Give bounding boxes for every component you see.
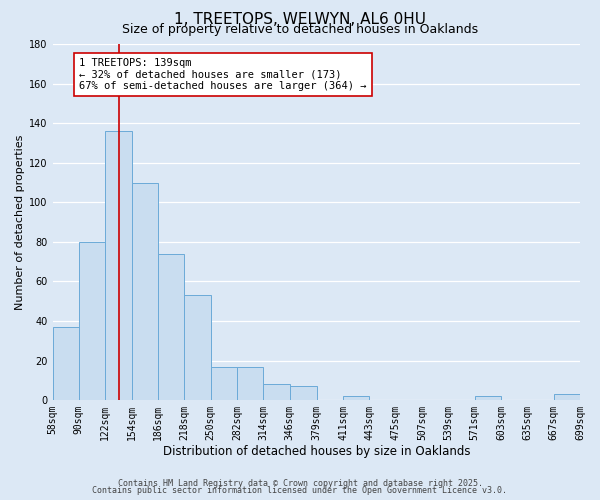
Bar — [290, 386, 317, 400]
Text: Contains public sector information licensed under the Open Government Licence v3: Contains public sector information licen… — [92, 486, 508, 495]
Bar — [237, 366, 263, 400]
Bar — [554, 394, 580, 400]
Bar — [131, 182, 158, 400]
Bar — [211, 366, 237, 400]
Bar — [53, 327, 79, 400]
Bar — [475, 396, 501, 400]
X-axis label: Distribution of detached houses by size in Oaklands: Distribution of detached houses by size … — [163, 444, 470, 458]
Bar — [263, 384, 290, 400]
Bar — [158, 254, 184, 400]
Bar — [184, 296, 211, 400]
Bar — [343, 396, 370, 400]
Bar — [105, 131, 131, 400]
Text: Contains HM Land Registry data © Crown copyright and database right 2025.: Contains HM Land Registry data © Crown c… — [118, 478, 482, 488]
Text: 1 TREETOPS: 139sqm
← 32% of detached houses are smaller (173)
67% of semi-detach: 1 TREETOPS: 139sqm ← 32% of detached hou… — [79, 58, 367, 91]
Bar — [79, 242, 105, 400]
Text: 1, TREETOPS, WELWYN, AL6 0HU: 1, TREETOPS, WELWYN, AL6 0HU — [174, 12, 426, 28]
Text: Size of property relative to detached houses in Oaklands: Size of property relative to detached ho… — [122, 22, 478, 36]
Y-axis label: Number of detached properties: Number of detached properties — [15, 134, 25, 310]
